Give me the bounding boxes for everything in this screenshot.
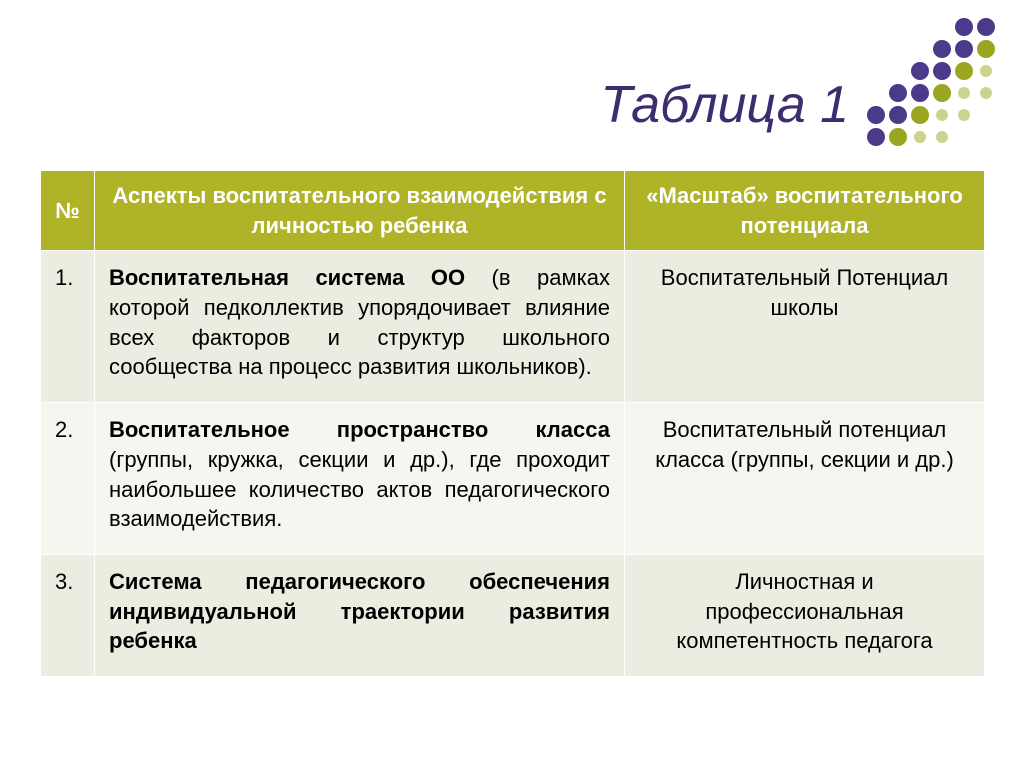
- dot-icon: [933, 84, 951, 102]
- cell-number: 2.: [41, 403, 95, 555]
- page-title: Таблица 1: [601, 75, 850, 135]
- dot-icon: [958, 109, 970, 121]
- dot-icon: [911, 62, 929, 80]
- dot-icon: [955, 62, 973, 80]
- dot-icon: [933, 40, 951, 58]
- cell-scale: Воспитательный потенциал класса (группы,…: [625, 403, 985, 555]
- dot-icon: [933, 62, 951, 80]
- dot-icon: [911, 106, 929, 124]
- aspect-bold: Система педагогического обеспечения инди…: [109, 569, 610, 653]
- dot-icon: [936, 131, 948, 143]
- dot-icon: [889, 106, 907, 124]
- dot-icon: [911, 84, 929, 102]
- dot-icon: [867, 106, 885, 124]
- dot-icon: [980, 87, 992, 99]
- dot-icon: [914, 131, 926, 143]
- table-body: 1.Воспитательная система ОО (в рамках ко…: [41, 251, 985, 677]
- cell-number: 1.: [41, 251, 95, 403]
- col-header-scale: «Масштаб» воспитательного потенциала: [625, 171, 985, 251]
- dot-icon: [889, 84, 907, 102]
- cell-aspect: Воспитательное пространство класса (груп…: [95, 403, 625, 555]
- dot-icon: [936, 109, 948, 121]
- table-row: 1.Воспитательная система ОО (в рамках ко…: [41, 251, 985, 403]
- cell-aspect: Система педагогического обеспечения инди…: [95, 554, 625, 676]
- aspect-bold: Воспитательная система ОО: [109, 265, 465, 290]
- dot-icon: [867, 128, 885, 146]
- decorative-dots: [861, 12, 1011, 162]
- dot-icon: [889, 128, 907, 146]
- table-row: 3.Система педагогического обеспечения ин…: [41, 554, 985, 676]
- dot-icon: [955, 18, 973, 36]
- cell-scale: Личностная и профессиональная компетентн…: [625, 554, 985, 676]
- aspect-bold: Воспитательное пространство класса: [109, 417, 610, 442]
- cell-number: 3.: [41, 554, 95, 676]
- col-header-number: №: [41, 171, 95, 251]
- cell-aspect: Воспитательная система ОО (в рамках кото…: [95, 251, 625, 403]
- dot-icon: [958, 87, 970, 99]
- cell-scale: Воспитательный Потенциал школы: [625, 251, 985, 403]
- aspects-table: № Аспекты воспитательного взаимодействия…: [40, 170, 985, 677]
- dot-icon: [977, 18, 995, 36]
- table-row: 2.Воспитательное пространство класса (гр…: [41, 403, 985, 555]
- dot-icon: [977, 40, 995, 58]
- dot-icon: [955, 40, 973, 58]
- dot-icon: [980, 65, 992, 77]
- aspect-rest: (группы, кружка, секции и др.), где прох…: [109, 447, 610, 531]
- col-header-aspect: Аспекты воспитательного взаимодействия с…: [95, 171, 625, 251]
- table-container: № Аспекты воспитательного взаимодействия…: [40, 170, 985, 677]
